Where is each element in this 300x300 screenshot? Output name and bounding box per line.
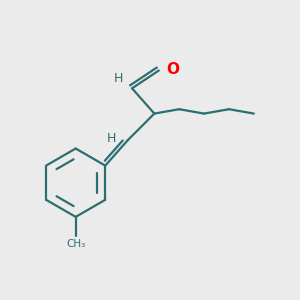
Text: CH₃: CH₃ — [66, 239, 85, 249]
Text: H: H — [106, 132, 116, 146]
Text: O: O — [166, 61, 179, 76]
Text: H: H — [114, 72, 123, 86]
